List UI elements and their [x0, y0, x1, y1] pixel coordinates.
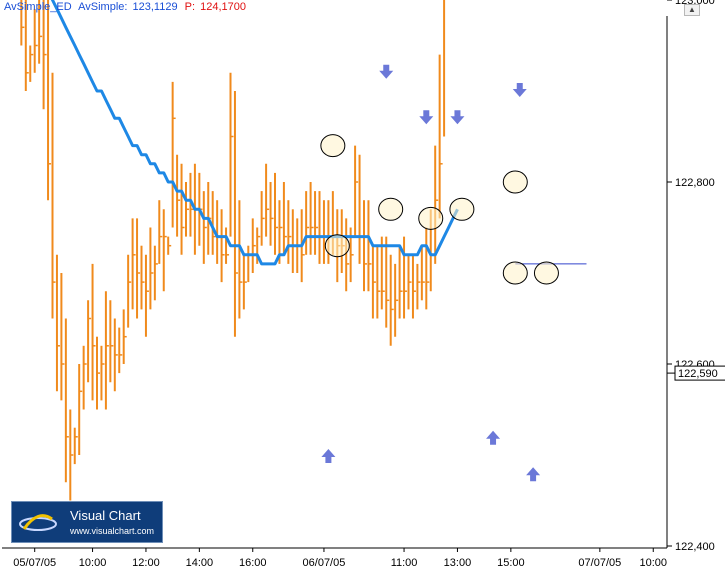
scroll-up-icon[interactable]: ▲ — [684, 4, 700, 16]
down-arrow-icon — [512, 83, 527, 97]
indicator-value: 123,1129 — [132, 1, 178, 13]
highlight-circle — [502, 170, 528, 194]
highlight-circle — [418, 206, 444, 230]
price-label: P: — [184, 1, 196, 13]
x-tick-label: 15:00 — [497, 557, 525, 568]
highlight-circle — [378, 197, 404, 221]
indicator-label: AvSimple: — [78, 1, 128, 13]
x-tick-label: 13:00 — [444, 557, 472, 568]
x-tick-label: 07/07/05 — [578, 557, 621, 568]
logo-swoosh-icon — [19, 514, 57, 531]
logo-title: Visual Chart — [70, 508, 141, 523]
x-tick-label: 10:00 — [79, 557, 107, 568]
y-tick-label: 122,800 — [675, 177, 715, 189]
x-tick-label: 12:00 — [132, 557, 160, 568]
series-name: AvSimple_ED — [4, 1, 72, 13]
y-tick-label: 122,400 — [675, 541, 715, 553]
x-tick-label: 06/07/05 — [303, 557, 346, 568]
highlight-circle — [533, 261, 559, 285]
up-arrow-icon — [486, 430, 501, 445]
highlight-circle — [320, 134, 346, 158]
current-price-label: 122,590 — [678, 368, 718, 380]
x-tick-label: 11:00 — [391, 557, 418, 568]
x-tick-label: 10:00 — [639, 557, 667, 568]
y-tick-label: 123,000 — [675, 0, 715, 7]
down-arrow-icon — [419, 110, 434, 125]
down-arrow-icon — [379, 64, 394, 79]
moving-average-line — [50, 0, 459, 266]
up-arrow-icon — [526, 467, 541, 482]
price-value: 124,1700 — [200, 1, 247, 13]
highlight-circle — [324, 234, 350, 258]
down-arrow-icon — [450, 110, 465, 125]
highlight-circle — [502, 261, 528, 285]
visual-chart-logo: Visual Chart www.visualchart.com — [11, 501, 163, 543]
logo-url: www.visualchart.com — [70, 526, 155, 536]
chart-header: AvSimple_ED AvSimple: 123,1129 P: 124,17… — [4, 1, 250, 13]
x-tick-label: 14:00 — [186, 557, 214, 568]
up-arrow-icon — [321, 449, 336, 463]
highlight-circle — [449, 197, 475, 221]
x-tick-label: 05/07/05 — [13, 557, 56, 568]
x-tick-label: 16:00 — [239, 557, 267, 568]
